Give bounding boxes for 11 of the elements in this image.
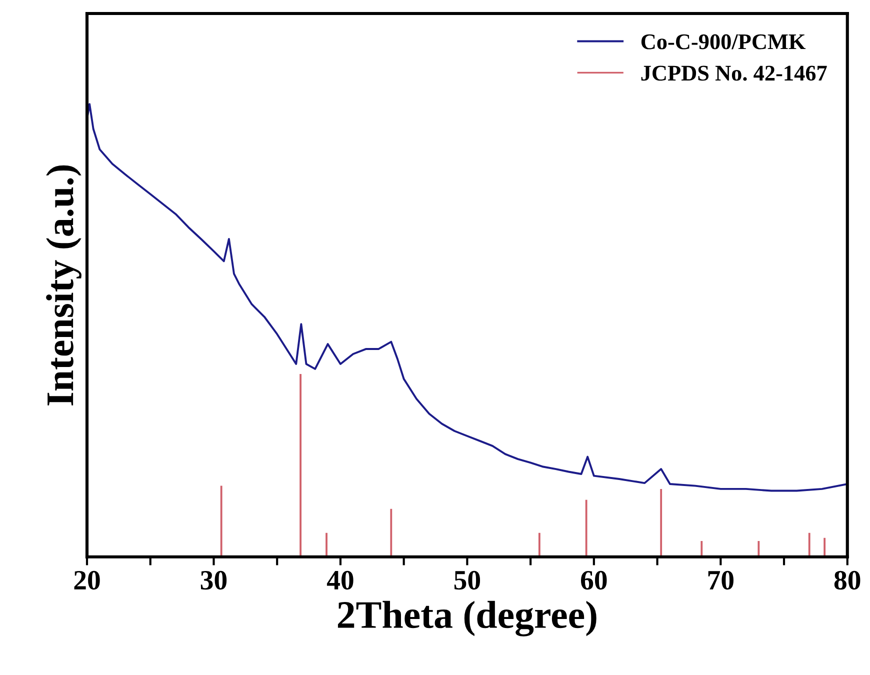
- y-axis-title: Intensity (a.u.): [46, 165, 82, 406]
- x-tick-label: 50: [454, 570, 480, 590]
- x-axis-title: 2Theta (degree): [338, 600, 596, 636]
- legend-label: Co-C-900/PCMK: [641, 34, 806, 50]
- x-tick-label: 40: [326, 570, 354, 590]
- x-tick-label: 70: [708, 570, 734, 590]
- x-tick-label: 80: [834, 570, 860, 590]
- legend-label: JCPDS No. 42-1467: [641, 66, 827, 81]
- x-tick-label: 60: [580, 570, 607, 590]
- x-tick-label: 30: [200, 570, 227, 590]
- x-tick-label: 20: [74, 570, 100, 590]
